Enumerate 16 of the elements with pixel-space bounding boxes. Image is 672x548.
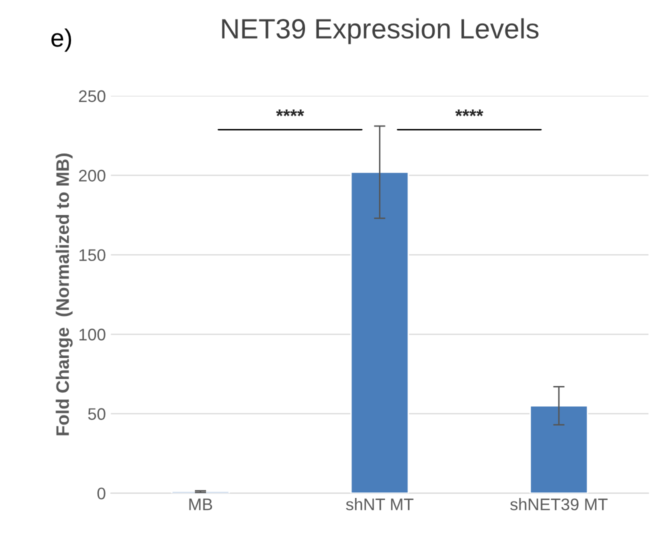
y-tick-label: 0 [97, 488, 106, 500]
annotation: **** [276, 110, 304, 116]
x-tick-label: shNT MT [346, 498, 414, 510]
y-tick-label: 200 [79, 170, 106, 182]
text: e) [51, 28, 72, 52]
x-tick-label: shNET39 MT [510, 498, 608, 510]
x-tick-label: MB [189, 498, 212, 510]
y-tick-label: 250 [79, 90, 106, 102]
bar [350, 171, 410, 494]
annotation: **** [455, 110, 484, 116]
y-axis-title: Fold Change (Normalized to MB) [56, 154, 73, 436]
y-tick-label: 100 [79, 328, 106, 340]
y-tick-label: 150 [79, 249, 106, 262]
bar [530, 405, 588, 494]
y-tick-label: 50 [88, 408, 106, 420]
chart-title: NET39 Expression Levels [222, 18, 538, 44]
